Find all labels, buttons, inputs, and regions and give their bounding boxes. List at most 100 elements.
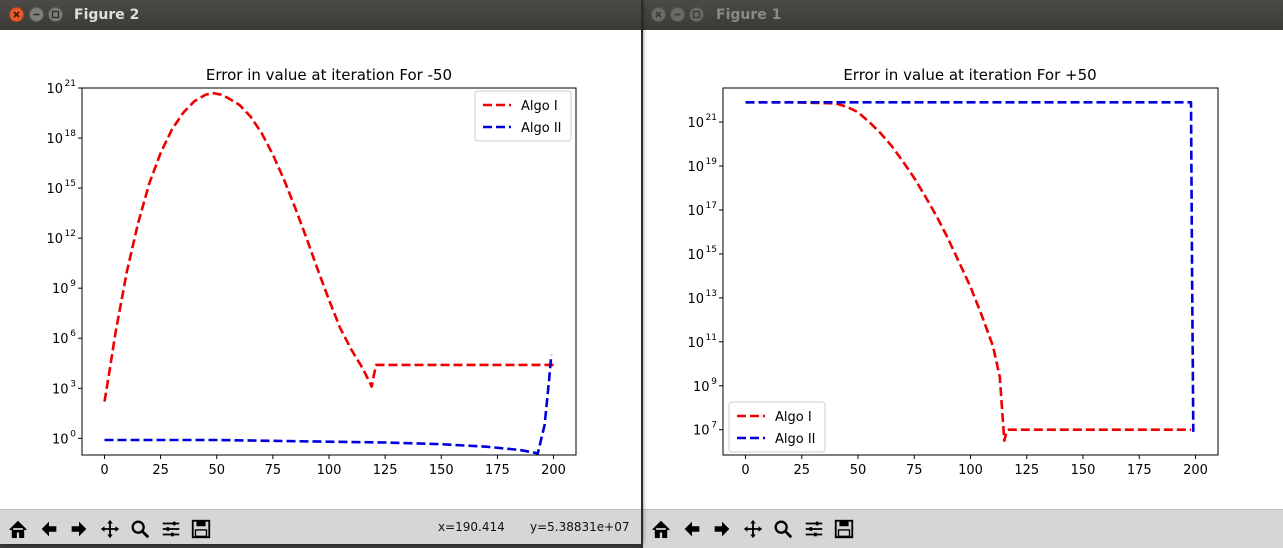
y-tick-label: 10 <box>693 424 710 439</box>
y-tick-label: 10 <box>46 182 63 197</box>
forward-arrow-button[interactable] <box>709 516 735 542</box>
back-arrow-button[interactable] <box>36 516 62 542</box>
y-tick-label: 10 <box>687 292 704 307</box>
x-tick-label: 0 <box>741 463 749 478</box>
x-tick-label: 50 <box>208 463 225 478</box>
navigation-toolbar: x=190.414 y=5.38831e+07 <box>0 509 641 544</box>
pan-button[interactable] <box>97 516 123 542</box>
save-icon <box>834 519 854 539</box>
minimize-icon[interactable] <box>670 7 685 22</box>
save-icon <box>191 519 211 539</box>
x-tick-label: 75 <box>265 463 282 478</box>
y-tick-label: 10 <box>687 204 704 219</box>
y-tick-exponent: 15 <box>706 245 717 255</box>
y-tick-exponent: 3 <box>70 379 76 389</box>
y-tick-label: 10 <box>687 116 704 131</box>
y-tick-exponent: 9 <box>70 279 76 289</box>
x-tick-label: 25 <box>793 463 810 478</box>
legend-label: Algo I <box>521 99 558 114</box>
zoom-icon <box>131 520 150 539</box>
x-tick-label: 100 <box>958 463 983 478</box>
y-tick-label: 10 <box>52 282 69 297</box>
navigation-toolbar <box>643 509 1283 548</box>
pan-icon <box>100 519 119 539</box>
x-tick-label: 75 <box>906 463 923 478</box>
configure-subplots-button[interactable] <box>158 516 184 542</box>
maximize-icon[interactable] <box>48 7 63 22</box>
chart-legend: Algo I Algo II <box>474 90 572 142</box>
plot-frame <box>722 87 1219 456</box>
figure-1-window: Figure 1 Error in value at iteration For… <box>643 0 1283 548</box>
y-tick-label: 10 <box>46 232 63 247</box>
configure-subplots-icon <box>805 521 822 537</box>
y-tick-exponent: 15 <box>65 179 76 189</box>
x-tick-label: 150 <box>429 463 454 478</box>
window-title: Figure 2 <box>74 7 140 23</box>
close-icon[interactable] <box>9 7 24 22</box>
zoom-icon <box>774 520 793 539</box>
series-line-1 <box>103 91 554 402</box>
y-tick-exponent: 21 <box>65 79 76 89</box>
y-tick-exponent: 0 <box>70 429 76 439</box>
x-tick-label: 25 <box>152 463 169 478</box>
y-tick-exponent: 19 <box>706 157 718 167</box>
legend-label: Algo II <box>521 121 562 136</box>
y-tick-label: 10 <box>687 160 704 175</box>
chart-title: Error in value at iteration For +50 <box>843 66 1096 84</box>
cursor-y-readout: y=5.38831e+07 <box>530 520 630 534</box>
configure-subplots-button[interactable] <box>801 516 827 542</box>
save-button[interactable] <box>831 516 857 542</box>
y-tick-exponent: 17 <box>706 201 717 211</box>
legend-label: Algo I <box>775 410 812 425</box>
figure-1-plot[interactable]: Error in value at iteration For +50 0 25 50… <box>643 30 1283 509</box>
y-tick-label: 10 <box>52 332 69 347</box>
x-tick-label: 100 <box>317 463 342 478</box>
save-button[interactable] <box>188 516 214 542</box>
series-line-2 <box>104 354 553 455</box>
x-tick-label: 0 <box>100 463 108 478</box>
chart-title: Error in value at iteration For -50 <box>206 66 452 84</box>
home-icon <box>652 520 670 538</box>
window-title: Figure 1 <box>716 7 782 23</box>
zoom-button[interactable] <box>770 516 796 542</box>
configure-subplots-icon <box>162 521 179 537</box>
back-arrow-button[interactable] <box>679 516 705 542</box>
home-icon <box>9 520 27 538</box>
x-tick-label: 175 <box>1127 463 1152 478</box>
x-tick-label: 200 <box>541 463 566 478</box>
y-tick-exponent: 18 <box>65 129 77 139</box>
series-line-1 <box>745 101 1191 442</box>
x-tick-label: 125 <box>1014 463 1039 478</box>
y-tick-label: 10 <box>46 82 63 97</box>
y-tick-exponent: 21 <box>706 113 717 123</box>
figure-1-titlebar[interactable]: Figure 1 <box>643 0 1283 30</box>
figure-2-plot[interactable]: Error in value at iteration For -50 0 25 50… <box>0 30 641 509</box>
x-tick-label: 200 <box>1183 463 1208 478</box>
series-line-2 <box>745 101 1195 432</box>
y-tick-exponent: 12 <box>65 229 76 239</box>
figure-2-titlebar[interactable]: Figure 2 <box>0 0 641 30</box>
pan-icon <box>743 519 762 539</box>
x-tick-label: 125 <box>373 463 398 478</box>
cursor-x-readout: x=190.414 <box>438 520 505 534</box>
y-tick-label: 10 <box>693 380 710 395</box>
forward-arrow-icon <box>714 521 730 537</box>
home-button[interactable] <box>5 516 31 542</box>
y-tick-label: 10 <box>52 382 69 397</box>
y-tick-exponent: 7 <box>711 421 717 431</box>
legend-label: Algo II <box>775 432 816 447</box>
y-tick-exponent: 11 <box>706 333 717 343</box>
zoom-button[interactable] <box>127 516 153 542</box>
chart-legend: Algo I Algo II <box>728 401 826 453</box>
maximize-icon[interactable] <box>689 7 704 22</box>
home-button[interactable] <box>648 516 674 542</box>
forward-arrow-button[interactable] <box>66 516 92 542</box>
back-arrow-icon <box>684 521 699 537</box>
pan-button[interactable] <box>740 516 766 542</box>
x-tick-label: 150 <box>1071 463 1096 478</box>
plot-frame <box>81 87 577 456</box>
minimize-icon[interactable] <box>29 7 44 22</box>
legend-box <box>474 90 572 142</box>
legend-box <box>728 401 826 453</box>
close-icon[interactable] <box>651 7 666 22</box>
